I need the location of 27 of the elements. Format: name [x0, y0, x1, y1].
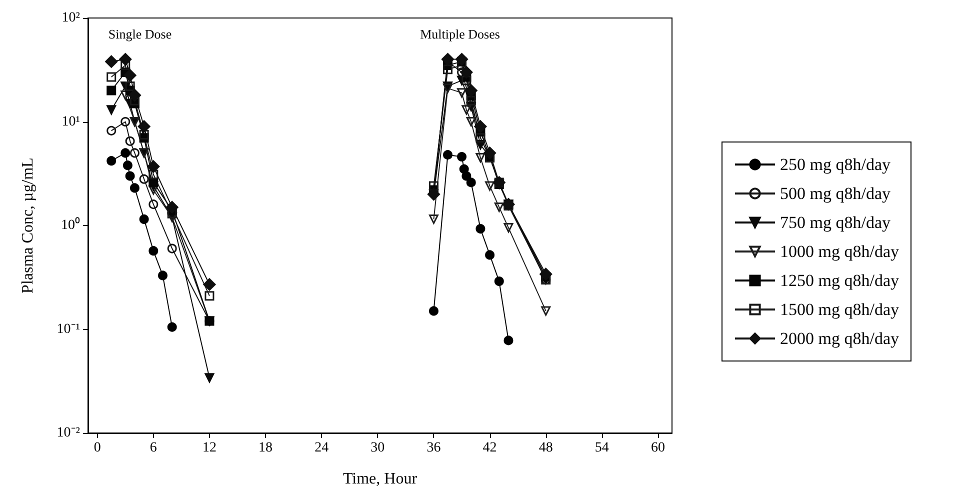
x-tick-label: 0 [94, 440, 101, 456]
x-tick-label: 42 [482, 440, 497, 456]
x-tick-label: 12 [202, 440, 216, 456]
legend-label: 1250 mg q8h/day [780, 271, 900, 290]
x-tick-label: 54 [594, 440, 609, 456]
y-tick-label: 10¹ [62, 114, 80, 130]
annotation: Multiple Doses [420, 26, 500, 42]
legend-label: 750 mg q8h/day [780, 213, 891, 232]
y-tick-label: 10⁻¹ [56, 322, 80, 337]
legend-label: 250 mg q8h/day [780, 155, 891, 174]
legend-label: 2000 mg q8h/day [780, 329, 900, 348]
legend-label: 1500 mg q8h/day [780, 300, 900, 319]
x-tick-label: 36 [426, 440, 441, 456]
legend-label: 1000 mg q8h/day [780, 242, 900, 261]
y-tick-label: 10² [62, 10, 80, 26]
x-tick-label: 6 [150, 440, 157, 456]
legend-label: 500 mg q8h/day [780, 184, 891, 203]
annotation: Single Dose [108, 26, 172, 42]
x-tick-label: 24 [314, 440, 329, 456]
x-tick-label: 30 [370, 440, 385, 456]
x-tick-label: 48 [538, 440, 553, 456]
x-tick-label: 18 [258, 440, 273, 456]
y-tick-label: 10⁰ [61, 217, 80, 233]
x-axis-title: Time, Hour [342, 470, 418, 488]
y-axis-title: Plasma Conc, µg/mL [20, 158, 36, 294]
x-tick-label: 60 [650, 440, 665, 456]
y-tick-label: 10⁻² [56, 426, 80, 440]
